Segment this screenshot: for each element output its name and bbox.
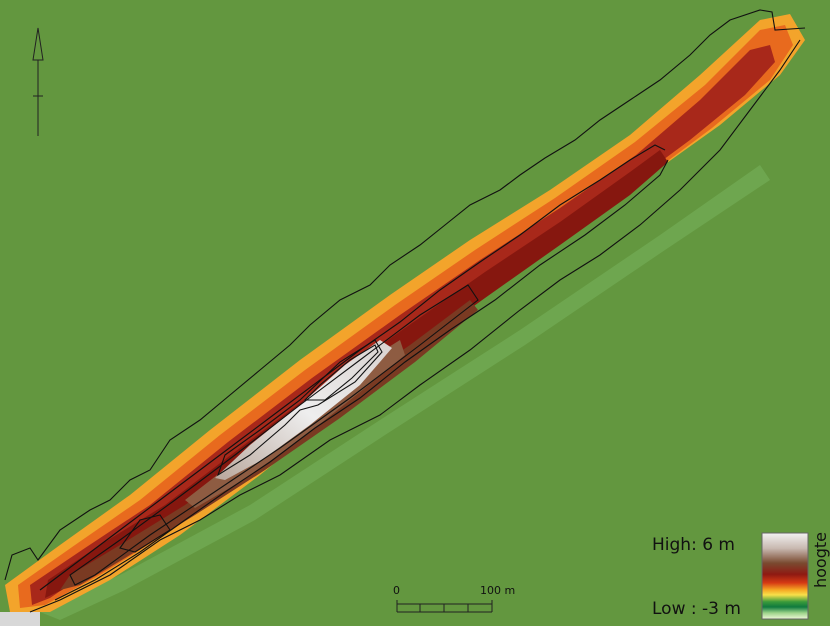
contour-peak-top [303,344,379,401]
contour-outer-north [4,9,806,581]
contour-inner-south [54,159,669,601]
nodata-patch [0,612,40,626]
legend-high-label: High: 6 m [652,535,735,555]
scale-start-label: 0 [393,584,400,597]
contour-lines [4,9,806,613]
contour-brown [69,284,479,586]
scale-end-label: 100 m [480,584,516,597]
dune-peak [215,340,392,480]
contour-outer-south [29,39,801,613]
legend-title: hoogte [811,532,830,588]
contour-inner-north [39,144,666,591]
legend-low-label: Low : -3 m [652,599,741,619]
contour-mid [119,514,171,553]
low-area-band [40,165,770,620]
north-arrow-icon [32,27,44,136]
scale-bar [396,600,493,613]
dune-band-red [30,45,775,605]
contour-peak [216,339,383,477]
legend-color-ramp [761,532,809,620]
